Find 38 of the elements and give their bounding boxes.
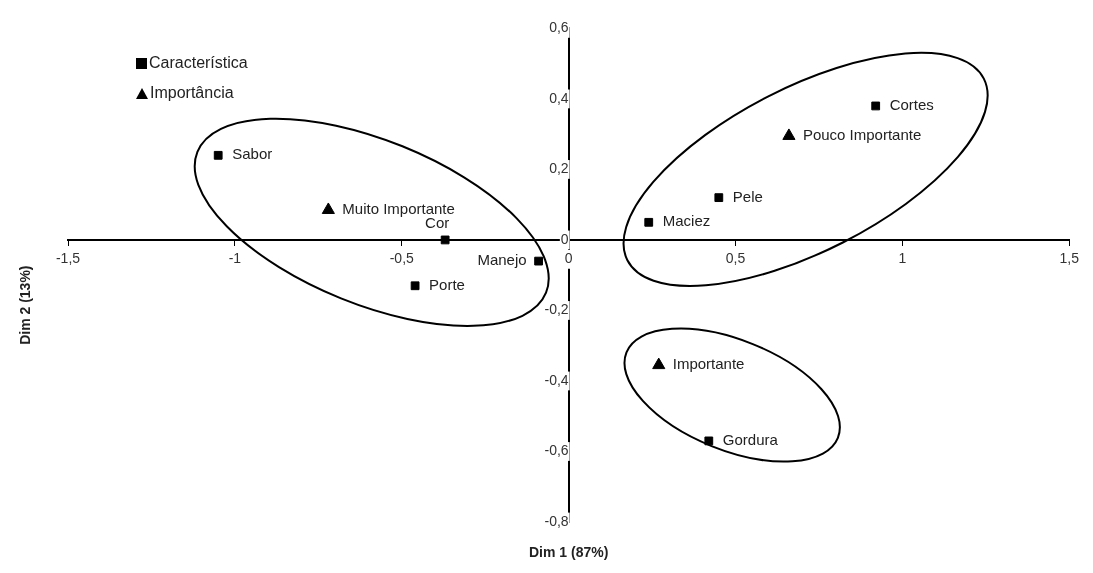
legend-label: Importância <box>150 83 234 103</box>
x-tick-label: -1,5 <box>55 250 81 267</box>
point <box>704 436 714 446</box>
y-tick-label: -0,2 <box>544 301 569 318</box>
point <box>644 217 654 227</box>
point <box>410 281 420 291</box>
point <box>871 101 881 111</box>
y-tick-label: 0,4 <box>549 89 569 106</box>
y-tick-label: 0,6 <box>549 19 569 36</box>
point <box>714 193 724 203</box>
annotation: Manejo <box>477 251 527 269</box>
point <box>321 202 335 214</box>
y-tick-label: -0,8 <box>544 512 569 529</box>
point <box>440 235 450 245</box>
x-tick-label: 0,5 <box>725 250 746 267</box>
annotation: Importante <box>672 355 745 373</box>
point <box>213 150 223 160</box>
x-tick-label: -0,5 <box>389 250 415 267</box>
point <box>534 256 543 266</box>
point <box>652 357 666 370</box>
x-tick-label: 1 <box>898 250 907 267</box>
y-axis-title: Dim 2 (13%) <box>16 265 33 345</box>
y-tick-label: -0,6 <box>544 442 569 459</box>
annotation: Porte <box>429 275 465 293</box>
y-tick-label: 0,2 <box>549 160 569 177</box>
y-tick-label: -0,4 <box>544 371 569 388</box>
point <box>782 128 796 140</box>
annotation: Sabor <box>232 145 273 163</box>
x-axis-title: Dim 1 (87%) <box>528 543 609 560</box>
annotation: Pouco Importante <box>802 126 922 144</box>
annotation: Pele <box>732 187 763 205</box>
y-tick-label: 0 <box>560 230 569 247</box>
annotation: Maciez <box>662 212 711 230</box>
annotation: Gordura <box>722 431 779 449</box>
annotation: Cortes <box>889 96 934 114</box>
x-tick-label: -1 <box>228 250 242 267</box>
x-tick-label: 1,5 <box>1059 250 1080 267</box>
legend-label: Característica <box>149 53 248 73</box>
